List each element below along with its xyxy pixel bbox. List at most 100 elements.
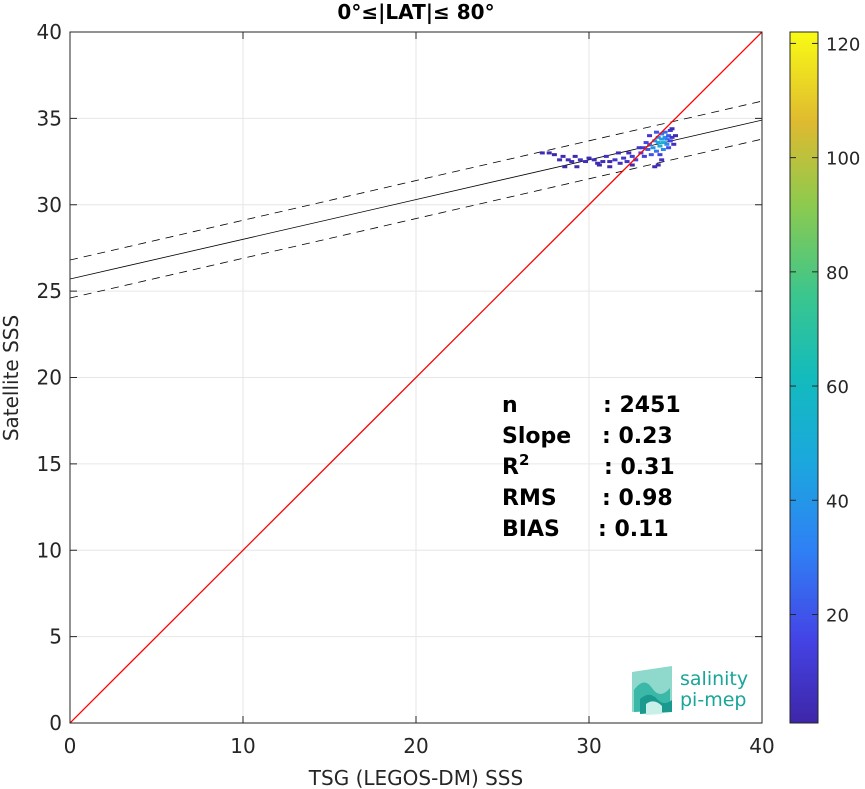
density-cell-8 xyxy=(577,158,583,162)
colorbar-tick-label-4: 100 xyxy=(826,149,860,170)
y-tick-label-8: 40 xyxy=(37,20,62,44)
density-cell-9 xyxy=(583,160,589,164)
colorbar-tick-label-0: 20 xyxy=(826,605,849,626)
density-cell-2 xyxy=(551,153,557,157)
density-cell-0 xyxy=(539,151,545,155)
density-cell-55 xyxy=(655,163,661,167)
density-cell-35 xyxy=(660,147,666,151)
stat-label-0: n xyxy=(502,393,518,418)
density-cell-51 xyxy=(647,134,653,138)
density-cell-10 xyxy=(586,156,592,160)
y-tick-label-0: 0 xyxy=(49,711,62,735)
y-tick-label-2: 10 xyxy=(37,538,62,562)
logo-line1: salinity xyxy=(680,668,748,690)
density-cell-63 xyxy=(673,134,678,138)
x-axis-ticks: 0 10 20 30 40 xyxy=(64,32,775,758)
density-cell-42 xyxy=(667,139,673,143)
density-cell-44 xyxy=(669,135,675,139)
density-cell-33 xyxy=(659,132,665,136)
y-tick-label-7: 35 xyxy=(37,106,62,130)
density-cell-15 xyxy=(607,160,613,164)
x-tick-label-4: 40 xyxy=(749,734,774,758)
stat-label-1: Slope xyxy=(502,424,571,449)
stat-label-4: BIAS xyxy=(502,517,560,542)
density-cell-1 xyxy=(546,151,552,155)
density-cell-40 xyxy=(666,134,672,138)
density-cell-56 xyxy=(652,165,658,169)
density-cell-24 xyxy=(645,147,651,151)
density-cell-26 xyxy=(650,146,656,150)
x-tick-label-1: 10 xyxy=(230,734,255,758)
density-cell-20 xyxy=(629,154,635,158)
stat-label-3: RMS xyxy=(502,486,557,511)
density-cell-46 xyxy=(643,141,649,145)
density-cell-36 xyxy=(662,135,668,139)
logo-line2: pi-mep xyxy=(680,689,746,711)
stat-value-3: : 0.98 xyxy=(602,486,673,511)
wave-logo-icon xyxy=(632,666,672,715)
density-cell-64 xyxy=(669,127,675,131)
y-tick-label-5: 25 xyxy=(37,279,62,303)
density-cell-50 xyxy=(653,130,659,134)
y-tick-label-4: 20 xyxy=(37,366,62,390)
density-cell-57 xyxy=(629,163,635,167)
density-cell-39 xyxy=(664,137,670,141)
y-axis-label: Satellite SSS xyxy=(0,315,23,441)
colorbar-tick-label-1: 40 xyxy=(826,491,849,512)
density-cell-12 xyxy=(595,161,601,165)
density-cell-45 xyxy=(648,153,654,157)
y-tick-label-3: 15 xyxy=(37,452,62,476)
density-cell-58 xyxy=(607,165,613,169)
density-cell-3 xyxy=(557,158,563,162)
density-cell-59 xyxy=(596,163,602,167)
density-cell-6 xyxy=(569,160,575,164)
x-tick-label-2: 20 xyxy=(403,734,428,758)
density-cell-53 xyxy=(626,151,632,155)
y-tick-label-6: 30 xyxy=(37,193,62,217)
one-to-one-line xyxy=(70,32,762,723)
data-marks xyxy=(70,32,762,723)
density-cell-37 xyxy=(662,130,668,134)
density-cell-19 xyxy=(624,160,630,164)
density-cell-21 xyxy=(633,158,639,162)
density-cell-38 xyxy=(664,142,670,146)
colorbar-tick-label-5: 120 xyxy=(826,34,860,55)
density-cell-28 xyxy=(653,149,659,153)
density-cell-41 xyxy=(666,146,672,150)
stat-value-0: : 2451 xyxy=(603,393,681,418)
density-cell-52 xyxy=(636,146,642,150)
stat-value-4: : 0.11 xyxy=(598,517,669,542)
y-tick-label-1: 5 xyxy=(49,625,62,649)
regression-upper-bound xyxy=(70,100,762,261)
colorbar-ticks: 20 40 60 80 100 120 xyxy=(790,34,860,626)
x-tick-label-3: 30 xyxy=(576,734,601,758)
density-cell-13 xyxy=(600,160,606,164)
density-cell-17 xyxy=(617,161,623,165)
stat-value-2: : 0.31 xyxy=(604,455,675,480)
y-axis-ticks: 0 5 10 15 20 25 30 35 40 xyxy=(37,20,762,735)
density-cell-61 xyxy=(562,165,568,169)
density-cell-23 xyxy=(641,154,647,158)
density-cell-47 xyxy=(640,146,646,150)
density-cell-5 xyxy=(565,158,571,162)
x-tick-label-0: 0 xyxy=(64,734,77,758)
stat-value-1: : 0.23 xyxy=(602,424,673,449)
density-cell-54 xyxy=(615,151,621,155)
density-cell-14 xyxy=(603,154,609,158)
x-axis-label: TSG (LEGOS-DM) SSS xyxy=(308,766,523,789)
density-cell-49 xyxy=(659,158,665,162)
density-cell-31 xyxy=(657,144,663,148)
density-cell-43 xyxy=(667,128,673,132)
salinity-pi-mep-logo: salinity pi-mep xyxy=(632,666,748,715)
density-cell-7 xyxy=(572,154,578,158)
density-cell-32 xyxy=(659,137,665,141)
density-cell-29 xyxy=(655,141,661,145)
density-cell-48 xyxy=(657,153,663,157)
colorbar-tick-label-2: 60 xyxy=(826,377,849,398)
density-cell-16 xyxy=(612,158,618,162)
stat-label-superscript: 2 xyxy=(519,451,529,469)
chart-title: 0°≤|LAT|≤ 80° xyxy=(337,0,494,24)
density-cell-60 xyxy=(574,165,580,169)
